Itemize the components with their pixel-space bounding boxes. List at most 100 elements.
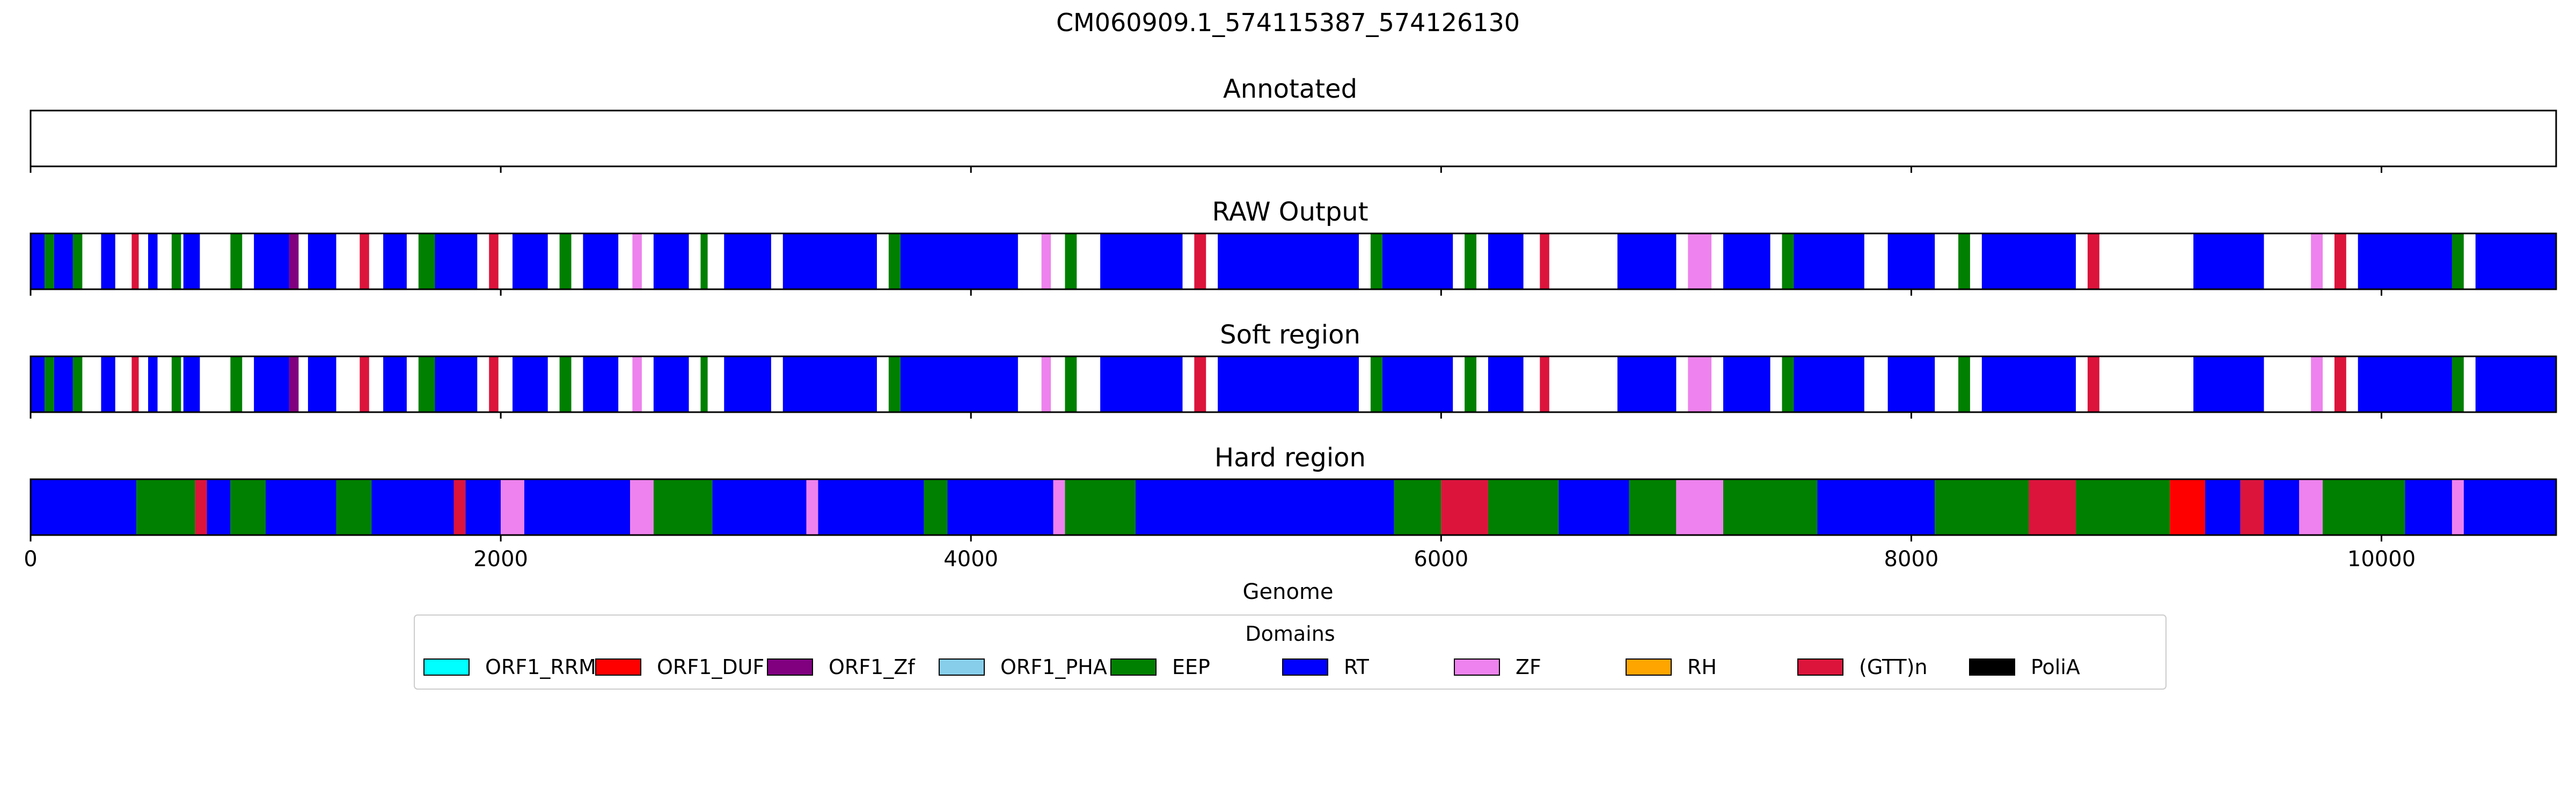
- segment-eep: [1629, 479, 1677, 535]
- segment-eep: [45, 233, 54, 289]
- segment-rt: [183, 356, 200, 412]
- segment-zf: [1688, 233, 1712, 289]
- segment-rt: [2205, 479, 2241, 535]
- segment-eep: [1782, 233, 1794, 289]
- segment-gtt-n: [1540, 233, 1549, 289]
- segment-eep: [2076, 479, 2170, 535]
- panel-title-hard-region: Hard region: [1214, 443, 1366, 473]
- segment-eep: [2323, 479, 2405, 535]
- segment-rt: [1100, 233, 1183, 289]
- segment-zf: [1041, 233, 1051, 289]
- segment-eep: [1958, 356, 1970, 412]
- segment-eep: [2451, 356, 2464, 412]
- panel-frame: [30, 478, 2557, 536]
- x-tick-label: 2000: [473, 547, 528, 572]
- figure-title: CM060909.1_574115387_574126130: [1056, 8, 1520, 37]
- legend-label: ORF1_PHA: [1000, 655, 1107, 679]
- legend-item-rt: RT: [1282, 655, 1370, 679]
- legend-item-polia: PoliA: [1969, 655, 2080, 679]
- segment-rt: [513, 356, 548, 412]
- segment-rt: [371, 479, 454, 535]
- segment-rt: [1488, 356, 1524, 412]
- segment-rt: [1100, 356, 1183, 412]
- segment-rt: [1617, 356, 1677, 412]
- segment-rt: [308, 356, 336, 412]
- panel-frame: [30, 109, 2557, 167]
- segment-rt: [818, 479, 924, 535]
- segment-rt: [1488, 233, 1524, 289]
- segment-gtt-n: [360, 233, 369, 289]
- legend-swatch: [1454, 658, 1500, 676]
- segment-rt: [31, 356, 45, 412]
- segment-eep: [230, 479, 266, 535]
- legend-label: RH: [1687, 655, 1717, 679]
- segment-rt: [900, 356, 1018, 412]
- segment-rt: [1887, 233, 1935, 289]
- segment-gtt-n: [1194, 233, 1206, 289]
- segment-eep: [171, 233, 181, 289]
- segment-orf1-zf: [289, 356, 299, 412]
- segment-rt: [207, 479, 231, 535]
- segment-gtt-n: [489, 356, 499, 412]
- segment-rt: [947, 479, 1053, 535]
- segment-eep: [72, 233, 83, 289]
- segment-zf: [630, 479, 654, 535]
- segment-eep: [1065, 356, 1077, 412]
- segment-rt: [1981, 233, 2076, 289]
- segment-rt: [1617, 233, 1677, 289]
- segment-gtt-n: [131, 356, 139, 412]
- legend-label: (GTT)n: [1859, 655, 1928, 679]
- panel-annotated: Annotated: [30, 74, 2557, 173]
- x-tick-label: 8000: [1884, 547, 1939, 572]
- segment-eep: [700, 356, 708, 412]
- legend-swatch: [595, 658, 641, 676]
- segment-rt: [2358, 356, 2452, 412]
- segment-rt: [2193, 233, 2264, 289]
- segment-rt: [1723, 233, 1770, 289]
- segment-rt: [2193, 356, 2264, 412]
- segment-eep: [1935, 479, 2029, 535]
- segment-eep: [653, 479, 713, 535]
- segment-eep: [700, 233, 708, 289]
- legend-label: PoliA: [2031, 655, 2080, 679]
- segment-rt: [2405, 479, 2452, 535]
- segment-rt: [653, 356, 689, 412]
- segment-eep: [924, 479, 948, 535]
- segment-rt: [254, 356, 289, 412]
- segment-eep: [1370, 356, 1382, 412]
- segment-gtt-n: [360, 356, 369, 412]
- segment-rt: [1218, 233, 1359, 289]
- segment-orf1-zf: [289, 233, 299, 289]
- legend-item-orf1-pha: ORF1_PHA: [939, 655, 1107, 679]
- segment-rt: [1887, 356, 1935, 412]
- segment-rt: [1382, 233, 1453, 289]
- segment-rt: [465, 479, 501, 535]
- segment-rt: [900, 233, 1018, 289]
- segment-rt: [31, 233, 45, 289]
- segment-zf: [2299, 479, 2323, 535]
- segment-rt: [435, 356, 478, 412]
- segment-eep: [2451, 233, 2464, 289]
- segment-rt: [435, 233, 478, 289]
- segment-rt: [782, 356, 877, 412]
- segment-gtt-n: [195, 479, 207, 535]
- segment-rt: [583, 356, 619, 412]
- segment-zf: [632, 233, 642, 289]
- segment-eep: [559, 356, 572, 412]
- segment-gtt-n: [1540, 356, 1549, 412]
- segment-rt: [2475, 356, 2556, 412]
- legend-label: ZF: [1516, 655, 1541, 679]
- segment-gtt-n: [489, 233, 499, 289]
- segment-eep: [136, 479, 195, 535]
- segment-eep: [45, 356, 54, 412]
- segment-rt: [266, 479, 336, 535]
- segment-gtt-n: [1441, 479, 1488, 535]
- segment-gtt-n: [453, 479, 466, 535]
- panel-raw-output: RAW Output: [30, 197, 2557, 296]
- legend-swatch: [939, 658, 985, 676]
- segment-eep: [336, 479, 372, 535]
- legend-label: ORF1_Zf: [829, 655, 916, 679]
- segment-eep: [1488, 479, 1559, 535]
- segment-rt: [653, 233, 689, 289]
- segment-rt: [308, 233, 336, 289]
